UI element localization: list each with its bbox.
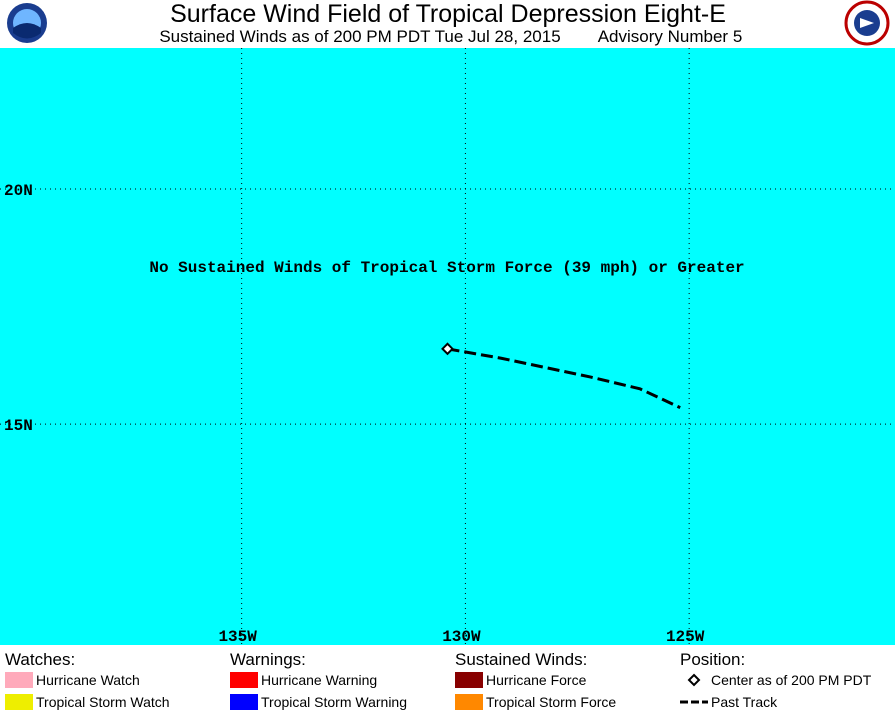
noaa-logo (7, 3, 47, 43)
legend-label: Hurricane Watch (36, 672, 140, 688)
message: No Sustained Winds of Tropical Storm For… (149, 259, 744, 277)
legend-diamond (687, 673, 701, 687)
legend-label: Hurricane Warning (261, 672, 377, 688)
legend-label: Tropical Storm Watch (36, 694, 170, 710)
legend-heading: Warnings: (230, 650, 306, 669)
legend-heading: Position: (680, 650, 745, 669)
legend-swatch (230, 694, 258, 710)
legend-label: Center as of 200 PM PDT (711, 672, 872, 688)
advisory: Advisory Number 5 (598, 27, 743, 46)
lon-label: 130W (442, 628, 481, 646)
lon-label: 125W (666, 628, 705, 646)
legend-swatch (455, 672, 483, 688)
legend-label: Tropical Storm Force (486, 694, 616, 710)
legend-swatch (455, 694, 483, 710)
lon-label: 135W (218, 628, 257, 646)
title: Surface Wind Field of Tropical Depressio… (170, 0, 726, 28)
legend-label: Tropical Storm Warning (261, 694, 407, 710)
legend-swatch (230, 672, 258, 688)
legend-label: Hurricane Force (486, 672, 587, 688)
legend-swatch (5, 694, 33, 710)
legend-heading: Sustained Winds: (455, 650, 587, 669)
nws-logo (844, 0, 890, 46)
lat-label: 20N (4, 182, 33, 200)
past-track (447, 347, 681, 409)
legend-heading: Watches: (5, 650, 75, 669)
subtitle: Sustained Winds as of 200 PM PDT Tue Jul… (159, 27, 560, 46)
storm-center (441, 342, 454, 356)
legend-label: Past Track (711, 694, 778, 710)
legend-swatch (5, 672, 33, 688)
lat-label: 15N (4, 417, 33, 435)
